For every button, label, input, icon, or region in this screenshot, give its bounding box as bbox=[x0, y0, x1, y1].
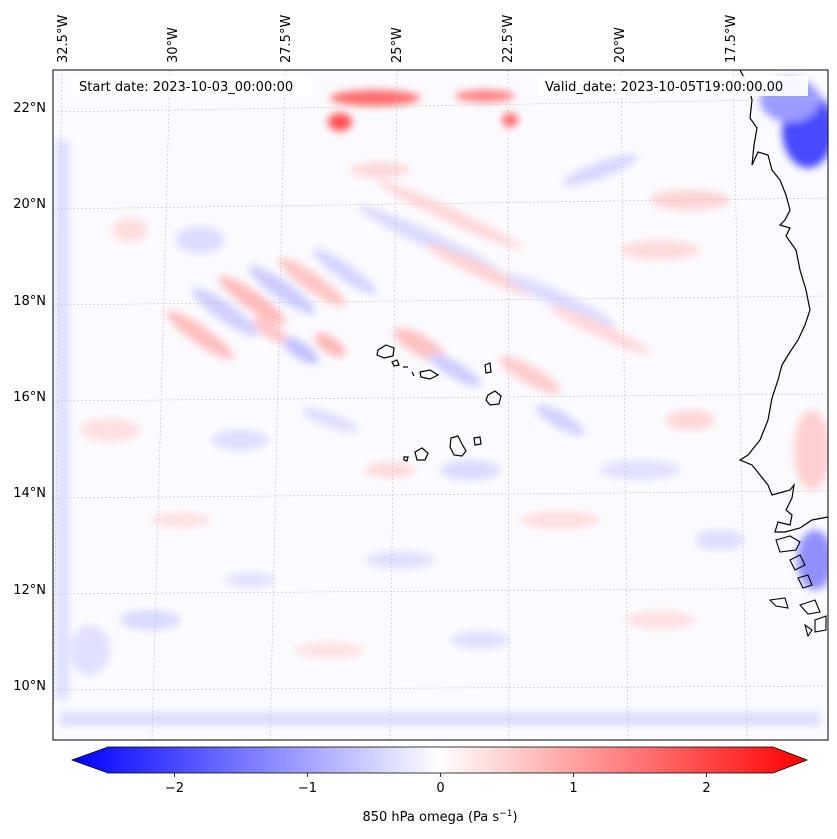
lat-label: 20°N bbox=[13, 197, 46, 212]
start-date-label: Start date: 2023-10-03_00:00:00 bbox=[79, 80, 293, 95]
lat-label: 10°N bbox=[13, 679, 46, 694]
lon-label: 30°W bbox=[166, 27, 181, 63]
valid-date-box bbox=[538, 76, 808, 96]
colorbar-tick-label: 0 bbox=[436, 781, 444, 796]
lon-label: 17.5°W bbox=[724, 15, 739, 63]
bijagos-islands bbox=[768, 597, 827, 638]
lat-label: 14°N bbox=[13, 486, 46, 501]
latitude-labels: 22°N 20°N 18°N 16°N 14°N 12°N 10°N bbox=[13, 101, 46, 694]
valid-date-label: Valid_date: 2023-10-05T19:00:00.00 bbox=[545, 80, 783, 95]
omega-field bbox=[53, 70, 828, 740]
map-frame bbox=[52, 69, 829, 741]
lat-label: 18°N bbox=[13, 294, 46, 309]
lon-label: 25°W bbox=[390, 27, 405, 63]
africa-coastline bbox=[738, 70, 828, 533]
coastal-inlets bbox=[775, 535, 813, 589]
colorbar-tick-label: 1 bbox=[569, 781, 577, 796]
map-background bbox=[53, 70, 828, 740]
map-panel: Start date: 2023-10-03_00:00:00 Valid_da… bbox=[52, 69, 829, 741]
colorbar-label: 850 hPa omega (Pa s−1) bbox=[362, 809, 517, 825]
colorbar-tick-label: −1 bbox=[298, 781, 317, 796]
colorbar-tick-label: −2 bbox=[165, 781, 184, 796]
longitude-labels: 32.5°W 30°W 27.5°W 25°W 22.5°W 20°W 17.5… bbox=[56, 15, 739, 63]
lat-label: 16°N bbox=[13, 390, 46, 405]
cape-verde-islands bbox=[376, 344, 502, 462]
lon-label: 20°W bbox=[613, 27, 628, 63]
lon-label: 32.5°W bbox=[56, 15, 71, 63]
colorbar-tick-label: 2 bbox=[702, 781, 710, 796]
graticule bbox=[53, 70, 828, 740]
colorbar-ticks: −2 −1 0 1 2 bbox=[165, 773, 711, 796]
lat-label: 22°N bbox=[13, 101, 46, 116]
lon-label: 27.5°W bbox=[279, 15, 294, 63]
lon-label: 22.5°W bbox=[501, 15, 516, 63]
lat-label: 12°N bbox=[13, 583, 46, 598]
colorbar: −2 −1 0 1 2 850 hPa omega (Pa s−1) bbox=[70, 746, 809, 825]
start-date-box bbox=[72, 76, 312, 96]
colorbar-bar bbox=[70, 746, 809, 774]
